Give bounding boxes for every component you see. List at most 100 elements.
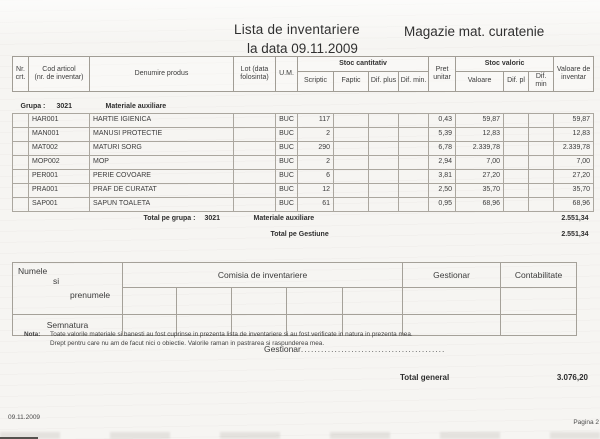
cell-faptic — [333, 154, 369, 170]
cell-pret: 2,50 — [428, 182, 457, 198]
cell-code: PER001 — [28, 168, 90, 184]
footer-page-number: Pagina 2 — [573, 419, 599, 426]
cell-dif_pl — [503, 126, 530, 142]
cell-lot — [233, 140, 276, 156]
name-entry-cell — [122, 287, 177, 315]
cell-valoare: 2.339,78 — [455, 140, 505, 156]
total-group-name: Materiale auxiliare — [253, 214, 315, 222]
cell-lot — [233, 196, 276, 212]
cell-dif_plus — [368, 196, 399, 212]
total-gestiune-value: 2.551,34 — [561, 230, 589, 238]
nota-line-2: Drept pentru care nu am de facut nici o … — [50, 339, 325, 347]
total-gestiune-row: Total pe Gestiune 2.551,34 — [13, 226, 594, 243]
cell-dif_min — [397, 140, 430, 156]
cell-code: SAP001 — [28, 196, 90, 212]
cell-dif_plus — [368, 112, 399, 128]
cell-valoare: 35,70 — [455, 182, 505, 198]
inventory-table-header: Nr. crt. Cod articol (nr. de inventar) D… — [12, 56, 595, 92]
col-header-dif-plus: Dif. plus — [368, 71, 399, 92]
cell-dif_min2 — [528, 196, 555, 212]
nota-label: Nota: — [24, 331, 41, 338]
contabilitate-header: Contabilitate — [500, 262, 578, 288]
cell-name: PERIE COVOARE — [89, 168, 234, 184]
cell-name: MANUSI PROTECTIE — [89, 126, 234, 142]
name-entry-cell — [286, 287, 343, 315]
cell-dif_min2 — [528, 182, 555, 198]
cell-dif_pl — [503, 140, 530, 156]
table-row: HAR001 HARTIE IGIENICA BUC 117 0,43 59,87 59,8… — [12, 112, 595, 128]
total-group-label: Total pe grupa : — [143, 214, 196, 222]
cell-nr — [12, 112, 29, 128]
store-title: Magazie mat. curatenie — [404, 24, 545, 39]
cell-dif_min2 — [528, 140, 555, 156]
col-header-dif-min-2: Dif. min — [528, 71, 555, 92]
cell-nr — [12, 182, 29, 198]
signature-row: Semnatura — [12, 314, 578, 336]
cell-dif_plus — [368, 168, 399, 184]
cell-dif_pl — [503, 154, 530, 170]
signature-table: Numele si prenumele Comisia de inventari… — [12, 262, 578, 336]
cell-lot — [233, 168, 276, 184]
col-header-cod-articol: Cod articol (nr. de inventar) — [28, 56, 90, 92]
gestionar-header: Gestionar — [402, 262, 502, 288]
cell-code: MOP002 — [28, 154, 90, 170]
col-header-dif-min: Dif. min. — [397, 71, 430, 92]
cell-pret: 6,78 — [428, 140, 457, 156]
cell-code: PRA001 — [28, 182, 90, 198]
table-row: PER001 PERIE COVOARE BUC 6 3,81 27,20 27,20 — [12, 168, 595, 184]
name-label-3: prenumele — [70, 290, 111, 300]
col-header-scriptic: Scriptic — [297, 71, 334, 92]
cell-faptic — [333, 168, 369, 184]
cell-um: BUC — [275, 196, 298, 212]
signature-cell — [500, 314, 578, 336]
cell-name: HARTIE IGIENICA — [89, 112, 234, 128]
table-row: SAP001 SAPUN TOALETA BUC 61 0,95 68,96 68,96 — [12, 196, 595, 212]
nota-block: Nota: Toate valorile materiale si banest… — [24, 331, 579, 348]
cell-scriptic: 61 — [297, 196, 334, 212]
cell-scriptic: 6 — [297, 168, 334, 184]
cell-val_inv: 2.339,78 — [553, 140, 595, 156]
group-code: 3021 — [56, 102, 73, 110]
cell-lot — [233, 182, 276, 198]
cell-val_inv: 68,96 — [553, 196, 595, 212]
cell-faptic — [333, 182, 369, 198]
cell-dif_min — [397, 168, 430, 184]
name-entry-cell — [402, 287, 502, 315]
gestionar-signature-label: Gestionar — [264, 344, 301, 354]
table-row: MAN001 MANUSI PROTECTIE BUC 2 5,39 12,83 12,83 — [12, 126, 595, 142]
group-label: Grupa : — [20, 102, 46, 110]
cell-um: BUC — [275, 126, 298, 142]
group-name: Materiale auxiliare — [105, 102, 167, 110]
col-header-dif-pl: Dif. pl — [503, 71, 530, 92]
nota-line-1: Toate valorile materiale si banesti au f… — [50, 331, 413, 338]
name-entry-cell — [176, 287, 232, 315]
cell-dif_plus — [368, 126, 399, 142]
cell-pret: 0,43 — [428, 112, 457, 128]
cell-valoare: 27,20 — [455, 168, 505, 184]
cell-valoare: 68,96 — [455, 196, 505, 212]
cell-name: SAPUN TOALETA — [89, 196, 234, 212]
total-group-code: 3021 — [204, 214, 221, 222]
cell-dif_plus — [368, 182, 399, 198]
total-gestiune-label: Total pe Gestiune — [270, 230, 329, 238]
cell-dif_min — [397, 126, 430, 142]
cell-dif_pl — [503, 182, 530, 198]
cell-nr — [12, 126, 29, 142]
col-header-faptic: Faptic — [333, 71, 369, 92]
cell-scriptic: 117 — [297, 112, 334, 128]
cell-nr — [12, 168, 29, 184]
cell-dif_min — [397, 182, 430, 198]
comisia-header: Comisia de inventariere — [121, 262, 404, 288]
page-title: Lista de inventariere — [234, 22, 360, 37]
col-header-lot: Lot (data folosinta) — [233, 56, 276, 92]
col-header-valoare-inventar: Valoare de inventar — [553, 56, 595, 92]
cell-valoare: 12,83 — [455, 126, 505, 142]
cell-lot — [233, 126, 276, 142]
cell-pret: 3,81 — [428, 168, 457, 184]
cell-val_inv: 59,87 — [553, 112, 595, 128]
cell-dif_min2 — [528, 154, 555, 170]
table-row: PRA001 PRAF DE CURATAT BUC 12 2,50 35,70 35,70 — [12, 182, 595, 198]
total-group-row: Total pe grupa : 3021 Materiale auxiliar… — [13, 211, 594, 226]
cell-code: MAT002 — [28, 140, 90, 156]
cell-faptic — [333, 140, 369, 156]
